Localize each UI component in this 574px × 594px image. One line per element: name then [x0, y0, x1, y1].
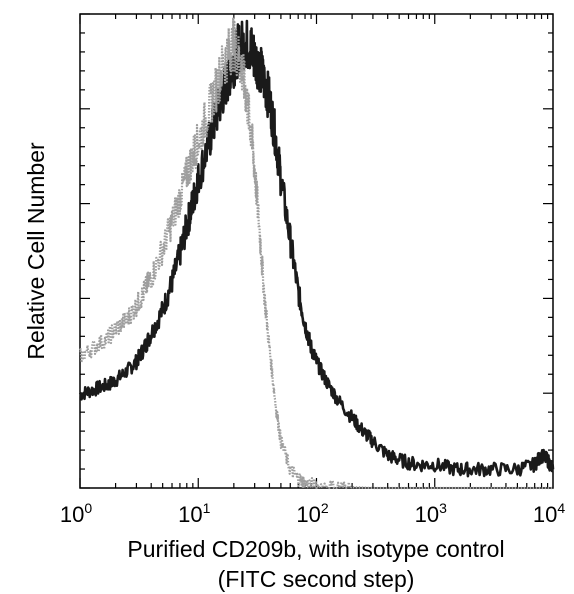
cd209b-series-line	[78, 19, 555, 478]
histogram-series	[78, 17, 555, 490]
x-axis-title: Purified CD209b, with isotype control	[127, 536, 504, 562]
x-tick-label: 104	[533, 500, 565, 527]
axis-ticks	[79, 13, 553, 489]
x-axis-subtitle: (FITC second step)	[218, 566, 415, 592]
plot-frame	[79, 13, 554, 489]
x-tick-label: 103	[415, 500, 447, 527]
x-tick-label: 101	[178, 500, 210, 527]
x-tick-label: 102	[296, 500, 328, 527]
isotype-control-series-line	[79, 17, 553, 490]
x-tick-label: 100	[60, 500, 92, 527]
y-axis-title: Relative Cell Number	[23, 142, 49, 360]
x-tick-labels: 100 101 102 103 104	[60, 500, 565, 527]
